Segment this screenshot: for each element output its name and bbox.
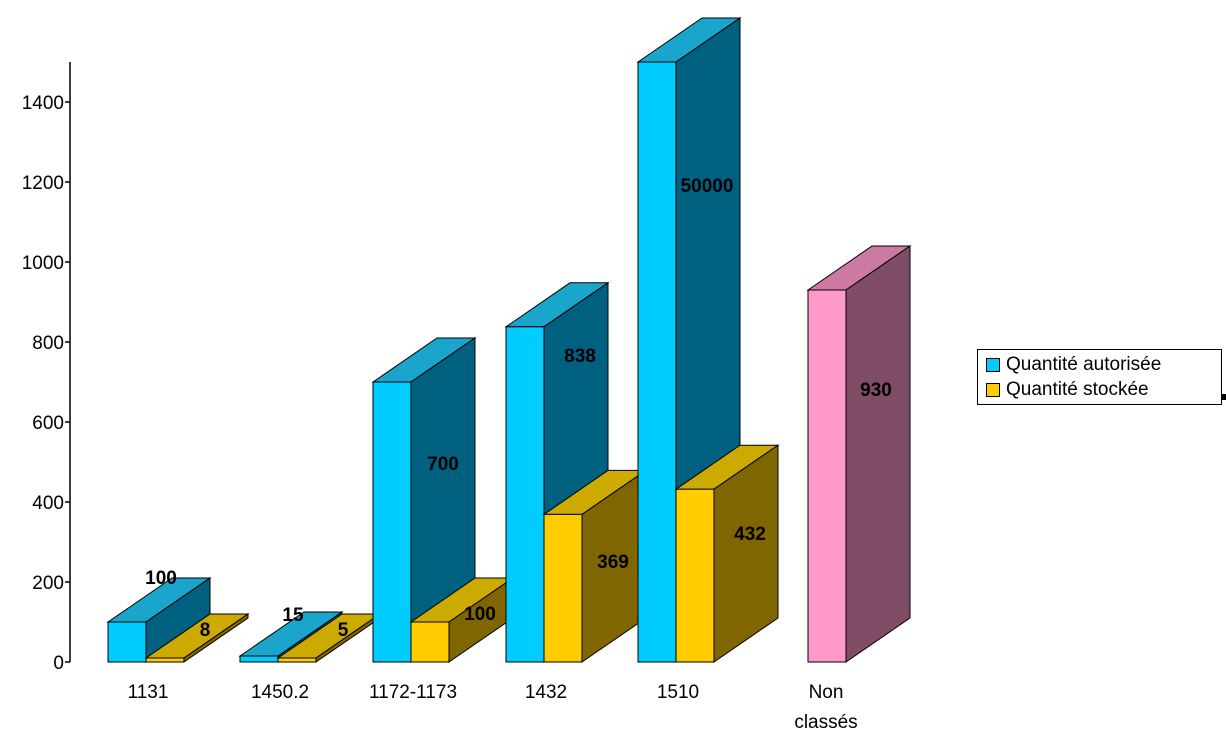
chart-axes: 0 200 400 600 800 1000 1200 1400 1131 1450.2 1172-… [22,62,858,731]
legend-item-quantite-autorisee: Quantité autorisée [986,353,1161,377]
bar-quantite-autorisee-2-front [372,381,412,663]
legend-item-quantite-stockee: Quantité stockée [986,378,1149,402]
data-label-quantite-autorisee-1: 15 [282,605,304,626]
data-label-quantite-stockee-4: 432 [734,524,766,545]
legend-swatch-quantite-stockee [986,383,1000,397]
y-tick-label: 800 [32,333,64,354]
bar-non-classes-5 [806,245,912,663]
y-tick-label: 400 [32,493,64,514]
data-label-quantite-autorisee-2: 700 [427,454,459,475]
legend-label-quantite-autorisee: Quantité autorisée [1006,354,1162,375]
y-tick-label: 1000 [22,253,64,274]
bar-quantite-autorisee-0 [106,577,212,663]
data-label-quantite-autorisee-3: 838 [564,346,596,367]
x-tick-label: 1131 [128,682,169,703]
x-tick-label: 1172-1173 [369,682,457,703]
bar-quantite-stockee-1-front [277,657,317,663]
bar-quantite-stockee-0-front [145,657,185,663]
bar-quantite-autorisee-0-front [107,621,147,663]
bar-quantite-autorisee-4-front [637,61,677,663]
chart-bars [106,17,912,663]
y-tick-label: 600 [32,413,64,434]
data-label-quantite-stockee-3: 369 [597,552,629,573]
bar-quantite-stockee-4-front [675,488,715,663]
y-tick-label: 0 [53,653,64,674]
bar-quantite-stockee-2 [409,577,515,663]
y-tick-label: 200 [32,573,64,594]
data-label-quantite-stockee-0: 8 [200,620,211,641]
x-tick-label: 1450.2 [251,682,309,703]
bar-non-classes-5-side [845,245,911,663]
x-tick-label: 1510 [657,682,699,703]
bar-quantite-stockee-1 [276,613,382,663]
bar-quantite-autorisee-3-front [505,326,545,663]
data-label-quantite-stockee-2: 100 [464,604,496,625]
bar-quantite-stockee-2-front [410,621,450,663]
data-label-non-classes-5: 930 [860,380,892,401]
data-label-quantite-stockee-1: 5 [338,620,349,641]
bar-quantite-stockee-0 [144,613,250,663]
chart-data-labels: 100 15 700 838 50000 8 5 100 369 432 930 [145,176,892,641]
bar-quantite-autorisee-2 [371,337,477,663]
legend-box: Quantité autorisée Quantité stockée [977,349,1222,405]
bar-quantite-stockee-4 [674,444,780,663]
data-label-quantite-autorisee-4: 50000 [681,176,734,197]
data-label-quantite-autorisee-0: 100 [145,568,177,589]
legend-swatch-quantite-autorisee [986,358,1000,372]
y-tick-label: 1200 [22,173,64,194]
legend-label-quantite-stockee: Quantité stockée [1006,379,1149,400]
y-tick-label: 1400 [22,93,64,114]
bar-quantite-stockee-3-front [543,513,583,663]
bar-quantite-stockee-3 [542,469,648,663]
x-tick-label-line2: classés [794,712,857,731]
x-tick-label: 1432 [525,682,567,703]
x-tick-label: Non [809,682,844,703]
bar-quantite-autorisee-1-front [239,655,279,663]
chart-legend: Quantité autorisée Quantité stockée [977,349,1226,410]
bar-non-classes-5-front [807,289,847,663]
